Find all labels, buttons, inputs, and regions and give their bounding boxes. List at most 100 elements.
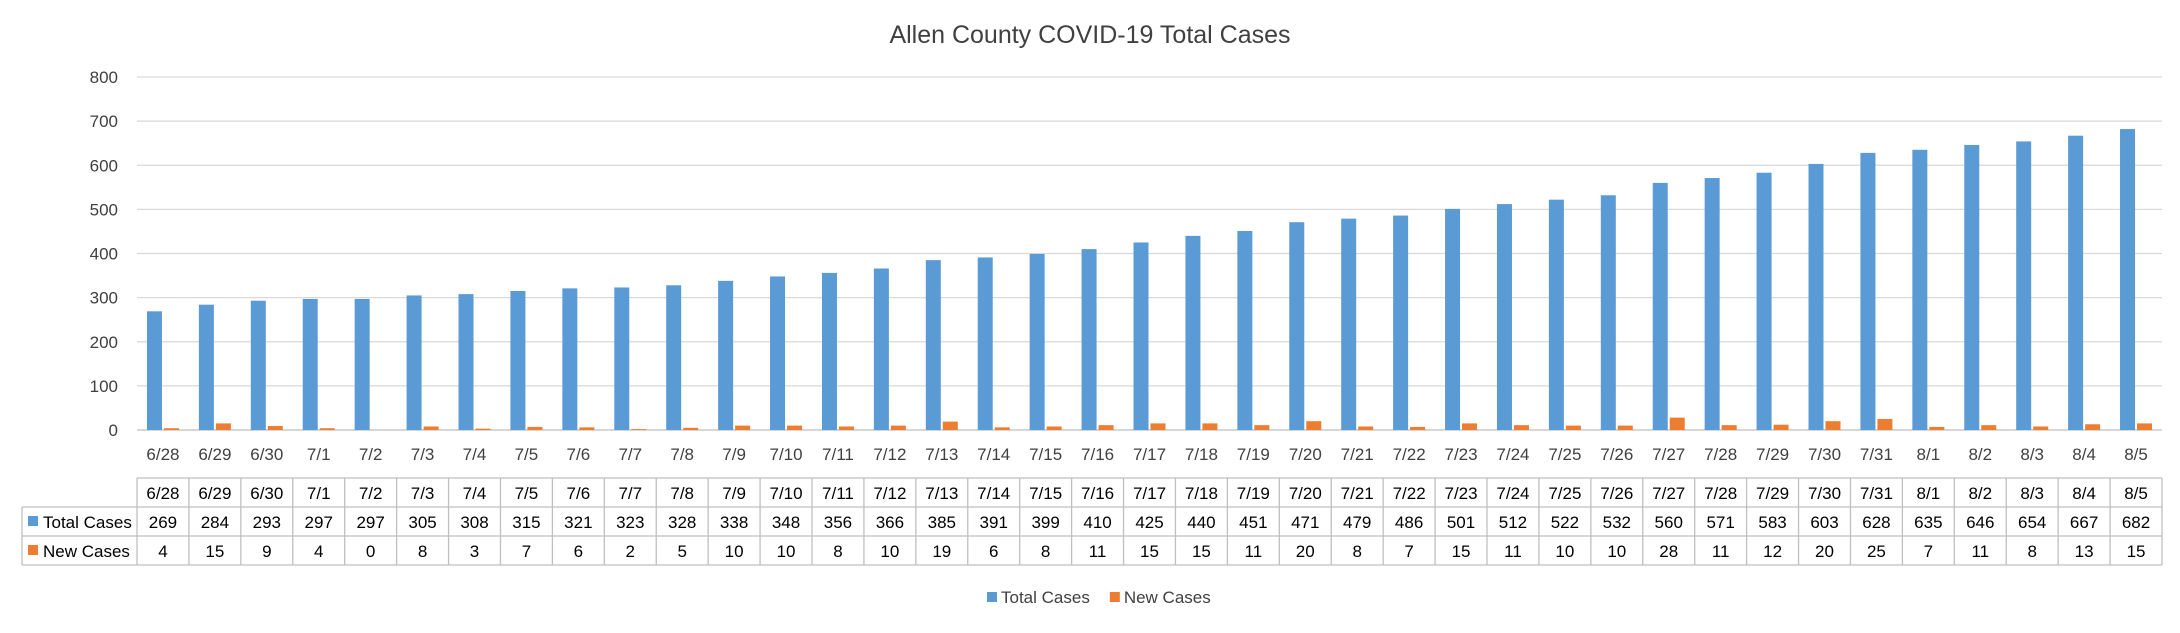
x-tick-label: 7/7 bbox=[618, 445, 642, 464]
table-value-cell: 667 bbox=[2070, 513, 2098, 532]
bar-new-cases bbox=[319, 428, 335, 430]
bar-total-cases bbox=[2068, 135, 2084, 430]
bar-total-cases bbox=[1133, 242, 1149, 430]
table-value-cell: 425 bbox=[1135, 513, 1163, 532]
x-tick-label: 7/9 bbox=[722, 445, 746, 464]
bar-new-cases bbox=[1721, 425, 1737, 430]
table-value-cell: 297 bbox=[356, 513, 384, 532]
table-header-cell: 7/2 bbox=[359, 484, 383, 503]
y-tick-label: 200 bbox=[90, 333, 118, 352]
bar-new-cases bbox=[1098, 425, 1114, 430]
bar-total-cases bbox=[1445, 208, 1461, 430]
table-value-cell: 479 bbox=[1343, 513, 1371, 532]
bar-total-cases bbox=[1185, 235, 1201, 430]
bar-new-cases bbox=[1617, 425, 1633, 430]
table-value-cell: 560 bbox=[1655, 513, 1683, 532]
table-value-cell: 323 bbox=[616, 513, 644, 532]
bar-new-cases bbox=[787, 425, 803, 430]
table-header-cell: 8/1 bbox=[1917, 484, 1941, 503]
table-value-cell: 571 bbox=[1706, 513, 1734, 532]
table-value-cell: 682 bbox=[2122, 513, 2150, 532]
bar-total-cases bbox=[1548, 199, 1564, 430]
x-tick-label: 7/11 bbox=[822, 445, 854, 464]
y-axis-ticks: 0 100 200 300 400 500 600 700 800 bbox=[90, 68, 118, 440]
table-value-cell: 15 bbox=[1452, 542, 1471, 561]
y-tick-label: 0 bbox=[109, 421, 118, 440]
table-value-cell: 4 bbox=[314, 542, 323, 561]
bar-new-cases bbox=[1825, 421, 1841, 430]
table-value-cell: 646 bbox=[1966, 513, 1994, 532]
table-header-cell: 8/2 bbox=[1968, 484, 1992, 503]
table-value-cell: 356 bbox=[824, 513, 852, 532]
bar-new-cases bbox=[423, 426, 439, 430]
table-value-cell: 269 bbox=[149, 513, 177, 532]
bar-new-cases bbox=[267, 426, 283, 430]
bar-total-cases bbox=[1912, 149, 1928, 430]
bar-new-cases bbox=[2033, 426, 2049, 430]
table-value-cell: 9 bbox=[262, 542, 271, 561]
bar-total-cases bbox=[354, 298, 370, 430]
table-value-cell: 7 bbox=[1924, 542, 1933, 561]
bar-new-cases bbox=[890, 425, 906, 430]
x-tick-label: 7/12 bbox=[873, 445, 906, 464]
table-header-cell: 8/4 bbox=[2072, 484, 2096, 503]
table-header-cell: 7/22 bbox=[1393, 484, 1426, 503]
table-value-cell: 10 bbox=[777, 542, 796, 561]
table-header-cell: 6/28 bbox=[146, 484, 179, 503]
table-header-cell: 7/17 bbox=[1133, 484, 1166, 503]
table-value-cell: 297 bbox=[305, 513, 333, 532]
table-header-cell: 7/21 bbox=[1341, 484, 1374, 503]
bar-total-cases bbox=[770, 276, 786, 430]
table-value-cell: 8 bbox=[1352, 542, 1361, 561]
x-tick-label: 7/10 bbox=[769, 445, 802, 464]
x-axis-ticks: 6/28 6/29 6/30 7/1 7/2 7/3 7/4 7/5 7/6 7/7 7/8 7/9 7… bbox=[146, 445, 2147, 464]
bar-new-cases bbox=[1410, 426, 1426, 430]
y-tick-label: 700 bbox=[90, 112, 118, 131]
table-value-cell: 7 bbox=[1404, 542, 1413, 561]
bar-total-cases bbox=[1237, 230, 1253, 430]
x-tick-label: 7/2 bbox=[359, 445, 383, 464]
table-header-cell: 7/31 bbox=[1860, 484, 1893, 503]
table-header-cell: 7/7 bbox=[618, 484, 642, 503]
table-value-cell: 10 bbox=[880, 542, 899, 561]
x-tick-label: 7/20 bbox=[1289, 445, 1322, 464]
table-value-cell: 11 bbox=[1089, 542, 1107, 561]
x-tick-label: 7/8 bbox=[670, 445, 694, 464]
table-value-cell: 19 bbox=[932, 542, 951, 561]
table-value-cell: 15 bbox=[2127, 542, 2146, 561]
bar-total-cases bbox=[1860, 152, 1876, 430]
table-value-cell: 10 bbox=[725, 542, 744, 561]
table-header-cell: 7/5 bbox=[515, 484, 539, 503]
x-tick-label: 7/21 bbox=[1341, 445, 1374, 464]
table-value-cell: 8 bbox=[833, 542, 842, 561]
x-tick-label: 6/30 bbox=[250, 445, 283, 464]
x-tick-label: 7/25 bbox=[1548, 445, 1581, 464]
x-tick-label: 8/2 bbox=[1968, 445, 1992, 464]
table-header-cell: 7/1 bbox=[307, 484, 331, 503]
table-header-cell: 7/11 bbox=[822, 484, 854, 503]
data-table: 6/28 6/29 6/30 7/1 7/2 7/3 7/4 7/5 7/6 7/7 7/8 7/9 7… bbox=[21, 477, 2163, 566]
bar-new-cases bbox=[1254, 425, 1270, 430]
legend: Total Cases New Cases bbox=[987, 588, 1211, 607]
table-series-label: Total Cases bbox=[43, 513, 132, 532]
table-header-cell: 7/13 bbox=[925, 484, 958, 503]
x-tick-label: 7/24 bbox=[1496, 445, 1529, 464]
table-value-cell: 391 bbox=[980, 513, 1008, 532]
x-tick-label: 7/29 bbox=[1756, 445, 1789, 464]
table-header-cell: 7/8 bbox=[670, 484, 694, 503]
x-tick-label: 7/17 bbox=[1133, 445, 1166, 464]
bars bbox=[146, 129, 2153, 431]
table-header-cell: 7/19 bbox=[1237, 484, 1270, 503]
gridlines bbox=[137, 76, 2162, 431]
table-value-cell: 15 bbox=[1140, 542, 1159, 561]
table-header-cell: 7/3 bbox=[411, 484, 435, 503]
bar-new-cases bbox=[1669, 417, 1685, 430]
bar-total-cases bbox=[458, 294, 474, 430]
table-value-cell: 6 bbox=[574, 542, 583, 561]
bar-new-cases bbox=[1150, 423, 1166, 430]
x-tick-label: 7/28 bbox=[1704, 445, 1737, 464]
x-tick-label: 7/5 bbox=[515, 445, 539, 464]
legend-swatch bbox=[987, 592, 997, 602]
